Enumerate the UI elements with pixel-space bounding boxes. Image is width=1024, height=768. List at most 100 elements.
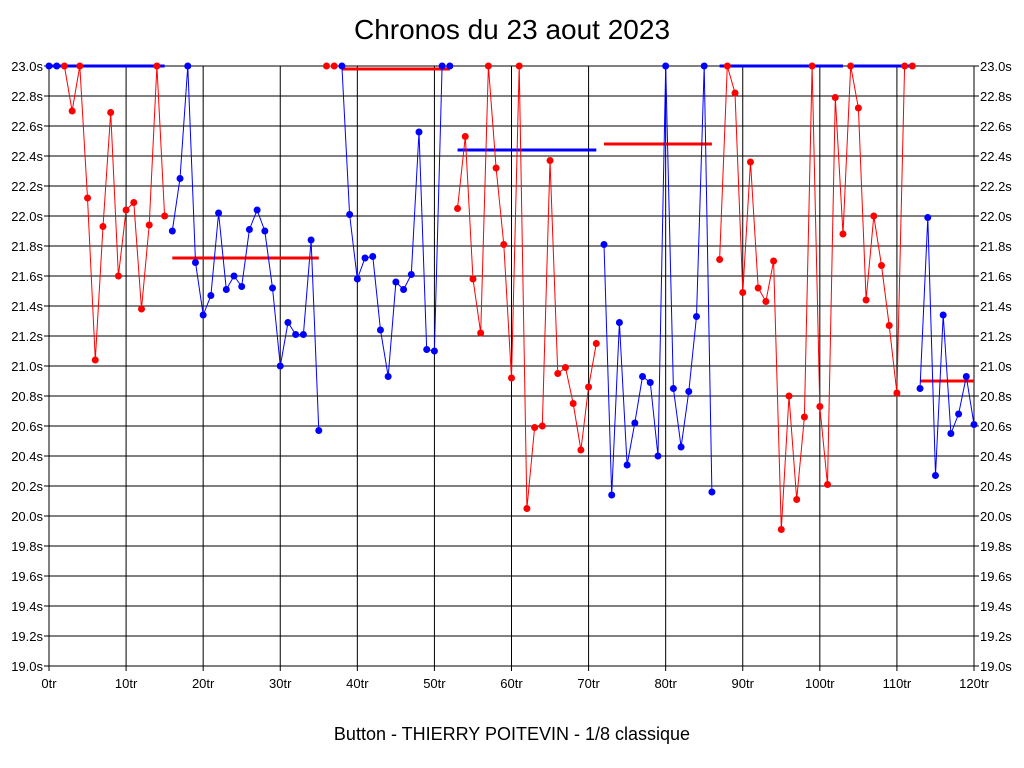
series-group — [338, 62, 454, 380]
y-tick-label-left: 21.0s — [11, 359, 43, 374]
y-tick-label-right: 21.8s — [980, 239, 1012, 254]
chart-caption: Button - THIERRY POITEVIN - 1/8 classiqu… — [333, 724, 691, 744]
data-point — [615, 319, 623, 326]
y-tick-label-left: 20.8s — [11, 389, 43, 404]
data-point — [184, 62, 192, 70]
data-point — [176, 175, 184, 182]
data-point — [754, 284, 762, 292]
series-group — [716, 62, 916, 533]
data-point — [531, 424, 539, 431]
y-tick-label-right: 20.0s — [980, 509, 1012, 524]
data-point — [639, 373, 647, 380]
data-point — [839, 230, 847, 238]
data-point — [307, 236, 315, 244]
series-line — [457, 65, 597, 509]
data-point — [800, 413, 808, 421]
data-point — [430, 347, 438, 355]
data-point — [608, 491, 616, 499]
data-point — [908, 62, 916, 70]
y-tick-label-left: 22.8s — [11, 89, 43, 104]
data-point — [168, 227, 176, 235]
series-group — [454, 62, 600, 512]
x-tick-label: 110tr — [883, 676, 912, 691]
data-point — [916, 385, 924, 392]
data-point — [669, 385, 677, 392]
y-tick-label-left: 22.6s — [11, 119, 43, 134]
data-point — [353, 275, 361, 283]
y-tick-label-left: 19.2s — [11, 629, 43, 644]
data-point — [253, 206, 261, 214]
data-point — [862, 296, 870, 304]
data-point — [454, 205, 462, 212]
chart-title: Chronos du 23 aout 2023 — [353, 14, 671, 45]
data-point — [292, 331, 300, 338]
data-point — [338, 62, 346, 70]
y-tick-label-right: 20.2s — [980, 479, 1012, 494]
data-point — [770, 257, 778, 265]
data-point — [931, 472, 939, 479]
data-point — [323, 62, 330, 70]
data-point — [508, 374, 515, 382]
y-tick-label-right: 19.4s — [980, 599, 1012, 614]
y-tick-label-left: 21.8s — [11, 239, 43, 254]
data-point — [84, 194, 92, 202]
data-point — [438, 62, 446, 70]
x-tick-label: 60tr — [500, 676, 523, 691]
x-tick-label: 100tr — [805, 676, 835, 691]
y-tick-label-left: 20.4s — [11, 449, 43, 464]
data-point — [299, 331, 307, 338]
y-tick-label-right: 20.6s — [980, 419, 1012, 434]
data-point — [361, 254, 369, 262]
y-tick-label-left: 21.2s — [11, 329, 43, 344]
data-point — [122, 206, 130, 214]
y-tick-label-right: 20.8s — [980, 389, 1012, 404]
data-point — [592, 340, 600, 347]
data-point — [238, 283, 246, 290]
data-point — [893, 389, 901, 397]
data-point — [68, 107, 76, 115]
data-point — [153, 62, 161, 70]
data-point — [269, 284, 277, 292]
x-tick-label: 0tr — [41, 676, 57, 691]
data-point — [854, 104, 862, 112]
x-tick-label: 30tr — [269, 676, 292, 691]
x-tick-label: 120tr — [959, 676, 989, 691]
data-point — [793, 496, 801, 503]
data-point — [739, 289, 747, 296]
data-point — [716, 256, 724, 263]
data-point — [407, 271, 415, 278]
data-point — [199, 311, 207, 319]
data-point — [446, 62, 454, 70]
data-point — [515, 62, 523, 70]
data-point — [369, 253, 377, 260]
data-point — [631, 419, 639, 427]
data-point — [654, 452, 662, 460]
y-tick-label-right: 21.2s — [980, 329, 1012, 344]
data-point — [461, 133, 469, 140]
data-point — [561, 364, 569, 371]
data-point — [284, 319, 292, 326]
y-tick-label-right: 22.0s — [980, 209, 1012, 224]
series-line — [603, 65, 713, 496]
data-point — [222, 286, 230, 293]
data-point — [76, 62, 84, 70]
data-point — [746, 158, 754, 166]
data-point — [484, 62, 492, 70]
data-point — [546, 157, 554, 164]
data-point — [523, 505, 531, 512]
data-point — [276, 362, 284, 370]
data-point — [191, 259, 199, 266]
series-group — [600, 62, 716, 499]
data-point — [245, 226, 253, 233]
series-line — [171, 65, 320, 431]
data-point — [646, 379, 654, 386]
x-tick-label: 20tr — [192, 676, 215, 691]
y-tick-label-left: 19.4s — [11, 599, 43, 614]
data-point — [161, 212, 169, 220]
data-point — [762, 298, 770, 305]
y-tick-label-left: 22.4s — [11, 149, 43, 164]
data-point — [53, 62, 61, 70]
data-point — [145, 221, 153, 229]
data-point — [955, 410, 963, 418]
